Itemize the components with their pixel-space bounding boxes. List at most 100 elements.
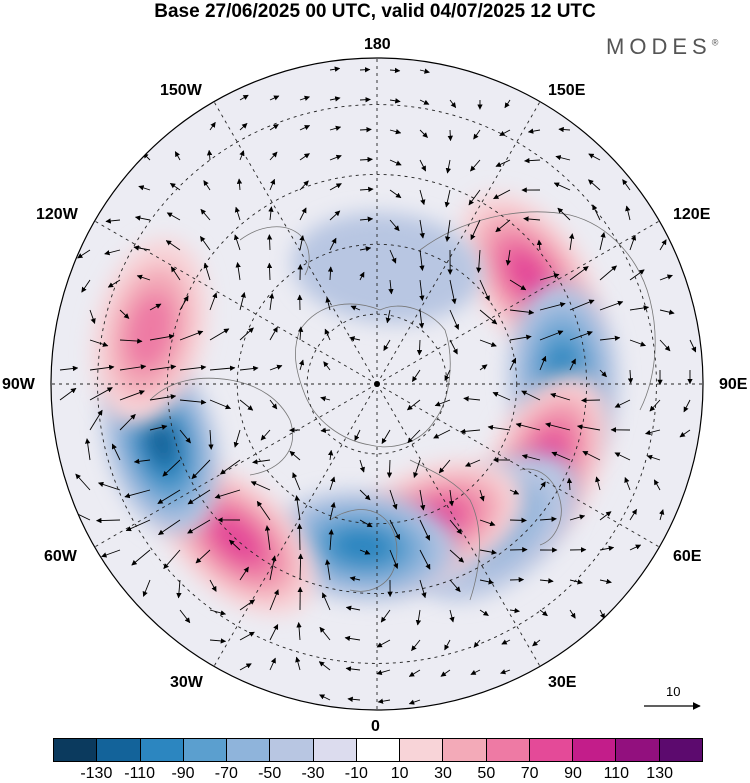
wind-arrow	[659, 309, 675, 315]
wind-arrow	[133, 458, 151, 465]
wind-arrow	[165, 240, 181, 251]
wind-arrow	[328, 529, 334, 551]
colorbar-tick-label: 70	[520, 765, 539, 782]
wind-arrow	[169, 182, 181, 191]
wind-arrow	[389, 129, 402, 135]
wind-arrow	[479, 309, 498, 325]
wind-arrow	[448, 489, 455, 507]
wind-arrow	[505, 249, 512, 266]
colorbar-swatch	[486, 739, 530, 761]
wind-arrow	[539, 481, 546, 491]
wind-arrow	[479, 279, 490, 302]
colorbar-swatch	[313, 739, 357, 761]
lon-label-150e: 150E	[548, 82, 586, 99]
wind-arrow	[479, 549, 497, 555]
wind-arrow	[239, 327, 254, 341]
wind-arrow	[629, 508, 637, 521]
wind-arrow	[323, 361, 331, 371]
wind-arrow	[536, 239, 543, 251]
wind-arrow	[389, 489, 398, 510]
wind-arrow	[229, 539, 241, 551]
wind-arrow	[419, 249, 425, 271]
wind-arrow	[569, 514, 586, 521]
wind-arrow	[449, 279, 457, 305]
wind-arrow	[296, 622, 302, 641]
wind-arrow	[191, 459, 211, 480]
wind-arrow	[523, 216, 541, 222]
wind-arrow	[158, 519, 181, 536]
wind-arrow	[179, 364, 207, 371]
wind-arrow	[324, 328, 331, 341]
colorbar-tick-label: 110	[603, 765, 630, 782]
wind-arrow	[239, 94, 249, 101]
colorbar-swatch	[54, 739, 98, 761]
colorbar-ticks: -130 -110 -90 -70 -50 -30 -10 10 30 50 70 90 110 130	[53, 765, 703, 783]
wind-arrow	[176, 579, 182, 599]
colorbar-tick-label: 30	[434, 765, 452, 782]
wind-arrow	[558, 126, 571, 133]
wind-arrow	[101, 549, 121, 558]
wind-arrow	[209, 328, 230, 341]
wind-arrow	[419, 489, 426, 511]
wind-arrow	[299, 235, 305, 251]
wind-arrow	[203, 262, 211, 281]
wind-arrow	[473, 129, 481, 140]
lon-label-90e: 90E	[719, 376, 748, 393]
wind-arrow	[645, 429, 661, 436]
wind-arrow	[444, 369, 451, 382]
wind-arrow	[119, 364, 147, 371]
latitude-circle	[97, 104, 657, 664]
wind-arrow	[440, 669, 451, 677]
wind-arrow	[269, 178, 276, 191]
latitude-circle	[306, 313, 448, 455]
wind-arrow	[389, 159, 402, 166]
wind-arrow	[206, 149, 213, 161]
wind-arrow	[239, 292, 246, 311]
wind-arrow	[179, 330, 204, 341]
wind-arrow	[411, 369, 421, 382]
wind-arrow	[329, 66, 341, 72]
wind-arrow	[269, 399, 278, 410]
wind-arrow	[294, 495, 301, 521]
wind-arrow	[416, 339, 423, 356]
wind-arrow	[208, 429, 214, 450]
wind-arrow	[269, 364, 283, 371]
wind-arrow	[84, 438, 91, 461]
wind-arrow	[683, 399, 691, 413]
wind-arrow	[509, 279, 527, 291]
wind-arrow	[555, 154, 571, 161]
wind-arrow	[479, 364, 488, 371]
wind-arrow	[509, 517, 527, 524]
wind-arrow	[419, 279, 425, 302]
wind-arrow	[179, 609, 191, 624]
wind-arrow	[504, 99, 511, 109]
wind-arrow	[614, 452, 631, 461]
wind-arrow	[239, 150, 245, 161]
wind-arrow	[269, 624, 279, 641]
wind-arrow	[170, 266, 181, 281]
wind-arrow	[566, 477, 573, 491]
wind-arrow	[359, 216, 374, 222]
wind-arrow	[233, 234, 241, 251]
wind-arrow	[209, 579, 217, 592]
wind-arrow	[219, 459, 241, 475]
wind-arrow	[359, 271, 365, 281]
wind-arrow	[419, 189, 426, 206]
wind-arrow	[125, 519, 151, 532]
wind-arrow	[415, 609, 422, 626]
latitude-circle	[236, 243, 518, 525]
wind-arrow	[434, 399, 451, 407]
wind-arrow	[327, 266, 334, 281]
wind-arrow	[200, 208, 211, 221]
wind-arrow	[449, 549, 465, 563]
wind-arrow	[389, 189, 402, 199]
wind-arrow	[659, 239, 667, 251]
wind-arrow	[320, 396, 331, 402]
wind-arrow	[187, 489, 211, 505]
wind-arrow	[599, 300, 624, 311]
wind-arrow	[96, 517, 121, 524]
wind-arrow	[406, 399, 421, 411]
wind-arrow	[569, 299, 595, 311]
wind-arrow	[473, 639, 481, 648]
